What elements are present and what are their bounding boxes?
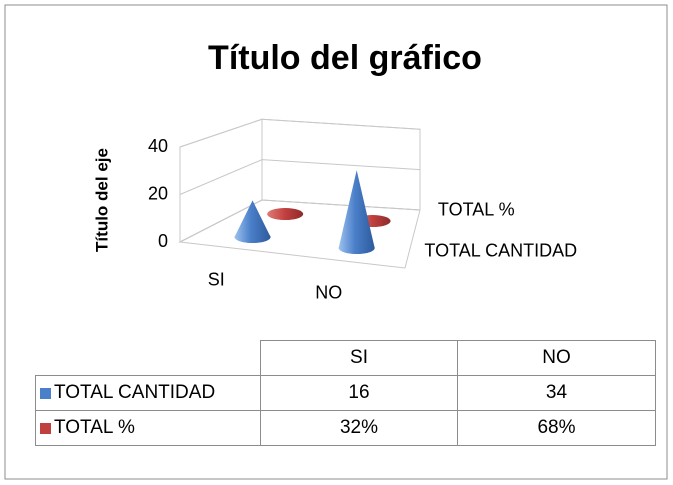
legend-text: TOTAL % [54,417,135,438]
table-cell: 16 [260,375,458,411]
cone-body [338,170,375,255]
cell-text: 68% [537,417,576,438]
table-row-label: TOTAL % [35,410,261,446]
table-row-label: TOTAL CANTIDAD [35,375,261,411]
y-tick-label: 40 [148,136,168,156]
legend-text: TOTAL CANTIDAD [54,382,216,403]
y-tick-label: 0 [158,231,168,251]
y-axis-title: Título del eje [92,148,111,252]
cone [234,200,271,243]
y-tick-label: 20 [148,183,168,203]
x-tick-label: SI [208,269,225,289]
x-tick-label: NO [315,282,342,302]
depth-label: TOTAL CANTIDAD [424,240,577,260]
cell-text: SI [350,347,368,368]
table-cell: 68% [457,410,656,446]
border [4,4,668,480]
cell-text: 32% [339,417,379,438]
cone [267,208,304,220]
floor [178,199,421,269]
table-header: SI [260,340,458,376]
cone-body [234,200,271,243]
grid-line [179,199,421,243]
cone-body [267,213,304,220]
cone [338,170,375,255]
legend-key [40,387,51,399]
table-header: NO [457,340,656,376]
grid-line [179,159,421,195]
grid-line [179,118,421,148]
cell-text: NO [542,347,571,368]
cell-text: 34 [545,382,568,403]
depth-label: TOTAL % [438,199,515,219]
table-cell: 34 [457,375,656,411]
chart-title: Título del gráfico [208,39,482,77]
legend-key [40,422,51,434]
table-cell: 32% [260,410,458,446]
cell-text: 16 [348,382,370,403]
